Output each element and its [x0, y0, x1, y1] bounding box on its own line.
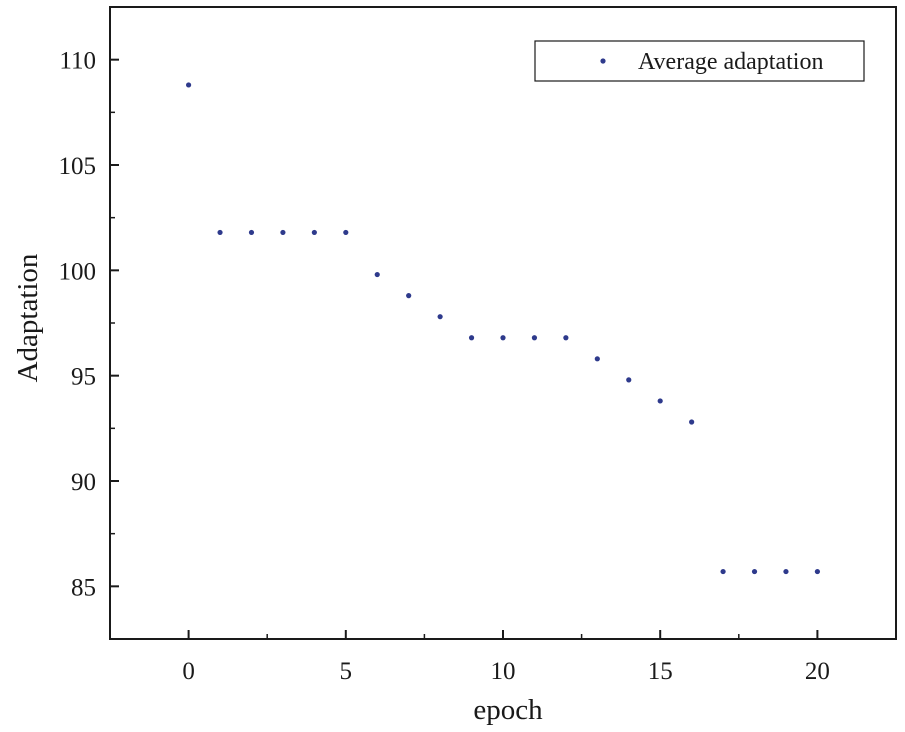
legend-box	[534, 40, 865, 82]
data-point	[343, 229, 349, 236]
x-tick-label: 15	[648, 658, 673, 685]
data-point	[814, 568, 821, 575]
data-point	[311, 229, 317, 236]
data-point	[720, 568, 726, 575]
legend: Average adaptation	[534, 40, 865, 82]
y-tick-label: 105	[59, 153, 97, 180]
data-point	[531, 335, 538, 341]
x-tick-label: 0	[182, 658, 195, 685]
data-point	[689, 419, 695, 425]
y-axis-title: Adaptation	[12, 253, 44, 382]
data-point	[186, 82, 192, 88]
data-point	[657, 398, 663, 404]
data-point	[563, 335, 569, 341]
data-point	[468, 335, 475, 341]
data-point	[437, 314, 443, 320]
x-tick-label: 5	[340, 658, 353, 685]
data-point	[751, 568, 758, 575]
data-point	[280, 229, 286, 236]
y-tick-label: 100	[59, 258, 97, 285]
legend-marker	[600, 58, 606, 64]
plot-frame	[109, 6, 897, 640]
y-tick-label: 110	[59, 48, 96, 75]
y-axis-ticks: 85 90 95 100 105 110	[59, 6, 119, 640]
data-point	[374, 271, 380, 278]
x-tick-label: 20	[805, 658, 830, 685]
y-tick-label: 95	[71, 364, 96, 391]
y-tick-label: 85	[71, 574, 96, 601]
x-axis-title: epoch	[473, 694, 543, 726]
data-point	[248, 229, 255, 236]
data-point	[594, 356, 600, 362]
y-tick-label: 90	[71, 469, 96, 496]
legend-label: Average adaptation	[638, 49, 823, 75]
data-point	[626, 377, 632, 383]
data-point	[217, 229, 223, 236]
data-point	[406, 293, 412, 299]
x-tick-label: 10	[491, 658, 516, 685]
data-point	[500, 335, 506, 341]
data-points	[186, 82, 821, 575]
data-point	[783, 568, 789, 575]
